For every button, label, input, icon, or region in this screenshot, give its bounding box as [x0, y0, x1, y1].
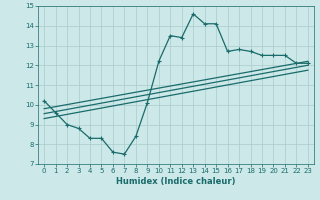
X-axis label: Humidex (Indice chaleur): Humidex (Indice chaleur)	[116, 177, 236, 186]
